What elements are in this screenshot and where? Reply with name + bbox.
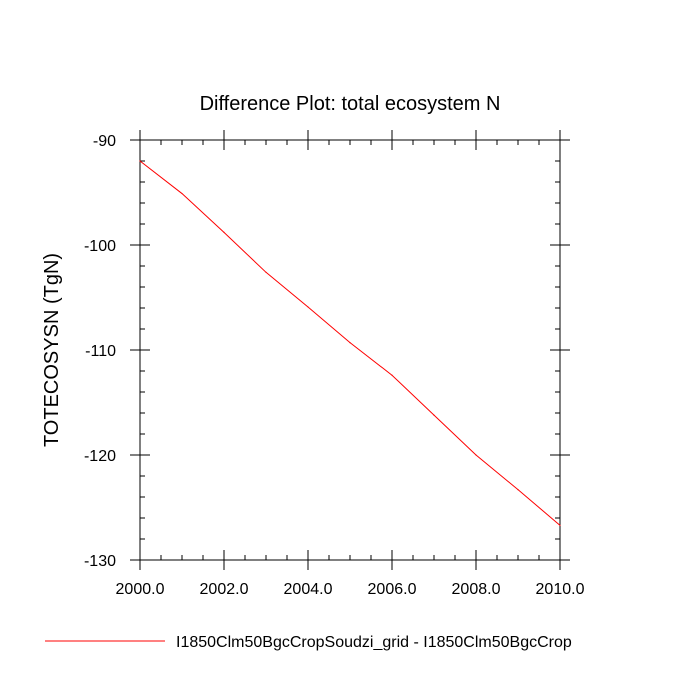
x-tick-label: 2006.0 — [368, 581, 417, 598]
x-tick-label: 2008.0 — [452, 581, 501, 598]
data-point — [223, 231, 225, 233]
x-tick-label: 2000.0 — [116, 581, 165, 598]
x-tick-label: 2010.0 — [536, 581, 585, 598]
data-point — [349, 342, 351, 344]
data-point — [433, 414, 435, 416]
y-tick-label: -110 — [85, 343, 116, 360]
data-point — [307, 306, 309, 308]
data-point — [559, 524, 561, 526]
plot-border — [139, 139, 561, 561]
data-point — [475, 454, 477, 456]
legend-label: I1850Clm50BgcCropSoudzi_grid - I1850Clm5… — [176, 634, 572, 651]
chart-title: Difference Plot: total ecosystem N — [200, 93, 501, 115]
data-point — [517, 489, 519, 491]
x-tick-label: 2004.0 — [284, 581, 333, 598]
plot-area — [139, 139, 561, 561]
x-axis: 2000.0 2002.0 2004.0 2006.0 2008.0 2010.0 — [116, 130, 585, 598]
legend: I1850Clm50BgcCropSoudzi_grid - I1850Clm5… — [45, 634, 572, 651]
y-axis-label: TOTECOSYSN (TgN) — [41, 253, 63, 447]
y-tick-label: -100 — [84, 238, 116, 255]
series-layer — [139, 160, 561, 526]
y-axis: -90 -100 -110 -120 -130 — [84, 133, 570, 570]
y-tick-label: -90 — [93, 133, 116, 150]
y-tick-label: -130 — [84, 553, 116, 570]
data-point — [391, 374, 393, 376]
data-point — [181, 192, 183, 195]
y-tick-label: -120 — [84, 448, 116, 465]
data-point — [139, 160, 141, 162]
data-point — [265, 271, 267, 273]
x-tick-label: 2002.0 — [200, 581, 249, 598]
